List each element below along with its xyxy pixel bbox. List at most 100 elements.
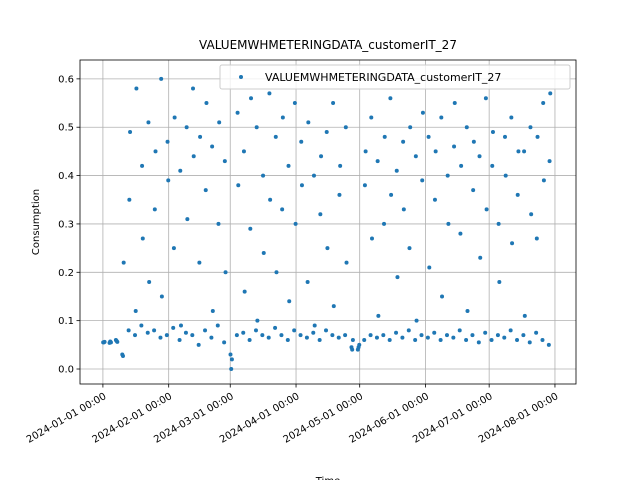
point [299,139,304,144]
point [177,337,182,342]
point [152,207,157,212]
point [343,333,348,338]
point [311,330,316,335]
point [478,255,483,260]
point [165,139,170,144]
point [388,96,393,101]
point [317,337,322,342]
legend-marker [239,75,243,79]
point [427,265,432,270]
point [408,125,413,130]
point [287,299,292,304]
point [438,337,443,342]
point [490,163,495,168]
point [311,173,316,178]
point [330,333,335,338]
point [458,231,463,236]
point [546,342,551,347]
chart-title: VALUEMWHMETERINGDATA_customerIT_27 [199,38,457,52]
point [217,120,222,125]
point [191,86,196,91]
point [457,328,462,333]
point [285,337,290,342]
point [261,173,266,178]
point [146,120,151,125]
point [166,178,171,183]
point [394,168,399,173]
point [425,335,430,340]
point [413,337,418,342]
point [304,335,309,340]
point [171,325,176,330]
point [401,139,406,144]
point [350,347,355,352]
point [382,134,387,139]
point [235,110,240,115]
point [528,125,533,130]
point [185,217,190,222]
x-axis-label: Time [315,476,340,480]
point [236,183,241,188]
point [159,294,164,299]
point [350,337,355,342]
point [280,115,285,120]
point [401,207,406,212]
point [433,149,438,154]
y-tick-label: 0.5 [58,123,74,134]
point [216,221,221,226]
point [452,101,457,106]
point [249,96,254,101]
point [446,221,451,226]
point [229,357,234,362]
point [419,333,424,338]
point [535,134,540,139]
point [362,337,367,342]
point [439,115,444,120]
point [266,335,271,340]
point [164,333,169,338]
y-axis-label: Consumption [31,189,42,255]
point [215,323,220,328]
point [140,236,145,241]
point [451,335,456,340]
point [471,188,476,193]
point [280,207,285,212]
point [273,134,278,139]
point [470,333,475,338]
point [534,236,539,241]
point [203,188,208,193]
point [395,275,400,280]
point [305,279,310,284]
point [521,333,526,338]
point [292,101,297,106]
point [115,339,120,344]
legend-label: VALUEMWHMETERINGDATA_customerIT_27 [265,71,501,84]
legend-box [219,64,571,90]
point [343,125,348,130]
point [444,333,449,338]
point [261,250,266,255]
point [381,333,386,338]
y-tick-label: 0.0 [58,365,74,376]
point [548,91,553,96]
point [198,134,203,139]
point [534,330,539,335]
point [204,101,209,106]
point [248,226,253,231]
point [279,333,284,338]
point [209,335,214,340]
point [336,335,341,340]
point [495,333,500,338]
point [515,337,520,342]
point [369,236,374,241]
point [241,330,246,335]
point [172,115,177,120]
legend: VALUEMWHMETERINGDATA_customerIT_27 [219,64,571,90]
point [400,335,405,340]
point [147,279,152,284]
point [522,149,527,154]
point [178,168,183,173]
point [476,340,481,345]
point [541,178,546,183]
point [465,308,470,313]
